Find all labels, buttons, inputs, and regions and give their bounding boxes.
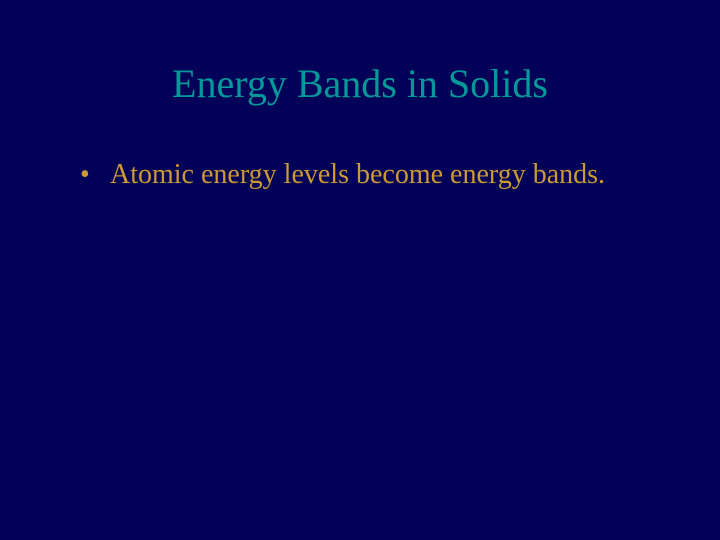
slide-title: Energy Bands in Solids: [50, 60, 670, 107]
bullet-item: Atomic energy levels become energy bands…: [80, 157, 670, 193]
bullet-list: Atomic energy levels become energy bands…: [50, 157, 670, 193]
slide-container: Energy Bands in Solids Atomic energy lev…: [0, 0, 720, 540]
